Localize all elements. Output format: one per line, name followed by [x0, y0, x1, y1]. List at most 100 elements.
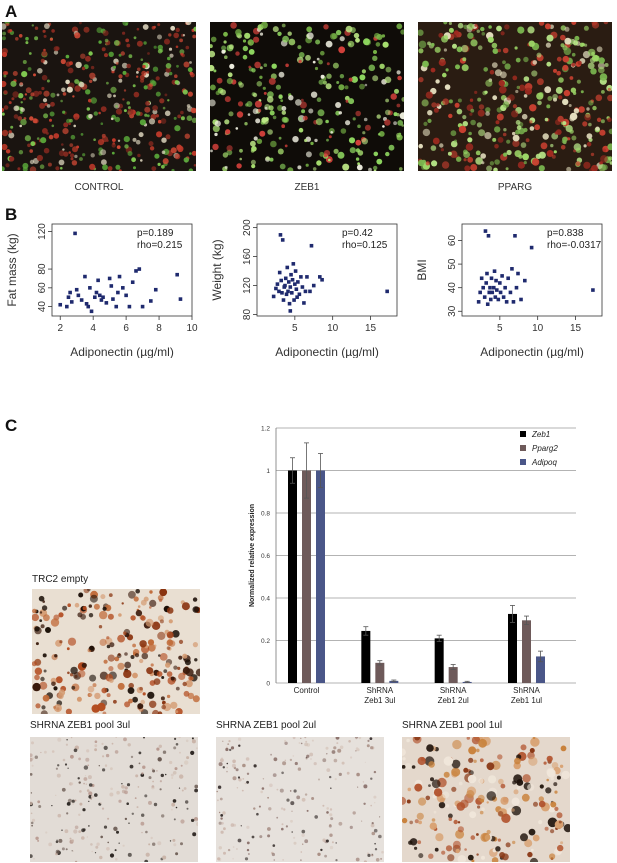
- stat-annotation: rho=0.215: [137, 240, 183, 251]
- scatter-point: [283, 283, 287, 288]
- stat-annotation: p=0.189: [137, 228, 174, 239]
- y-tick-label: 1: [266, 468, 270, 475]
- scatter-point: [492, 269, 497, 273]
- scatter-point: [503, 285, 507, 290]
- scatter-point: [305, 275, 309, 279]
- scatter-point: [283, 276, 288, 281]
- y-tick-label: 50: [447, 258, 458, 270]
- micrograph-shrna-pool-2ul: [216, 737, 384, 862]
- label-shrna-pool-2ul: SHRNA ZEB1 pool 2ul: [216, 720, 317, 731]
- category-label: Control: [294, 686, 320, 695]
- micrograph-shrna-pool-3ul: [30, 737, 198, 862]
- scatter-point: [483, 229, 488, 233]
- micrograph-shrna-pool-1ul: [402, 737, 570, 862]
- bar-chart-expression: 0 0.2 0.4 0.6 0.8 1 1.2 Normalized relative exp…: [249, 426, 576, 705]
- scatter-weight: 5 10 15 80 120 160 200 Adiponectin (µg/ml) Weigh…: [210, 219, 398, 358]
- scatter-point: [478, 290, 482, 295]
- y-tick-label: 40: [37, 301, 48, 313]
- scatter-point: [280, 291, 284, 295]
- x-tick-label: 10: [327, 323, 339, 334]
- x-tick-label: 5: [497, 323, 503, 334]
- scatter-point: [500, 274, 504, 278]
- scatter-point: [94, 290, 99, 295]
- scatter-point: [88, 286, 92, 290]
- micrograph-trc2-empty: [32, 589, 200, 714]
- label-shrna-pool-1ul: SHRNA ZEB1 pool 1ul: [402, 720, 503, 731]
- stat-annotation: p=0.838: [547, 228, 584, 239]
- y-axis-label: Fat mass (kg): [5, 233, 19, 306]
- scatter-point: [277, 270, 282, 275]
- scatter-point: [591, 288, 595, 292]
- scatter-point: [74, 287, 79, 292]
- x-tick-label: 8: [156, 323, 162, 334]
- scatter-point: [513, 233, 517, 238]
- category-label: Zeb1 3ul: [364, 696, 395, 705]
- scatter-fat-mass: 2 4 6 8 10 40 60 80 120 Adiponectin (µg/ml) Fat ma…: [5, 223, 198, 358]
- scatter-point: [79, 298, 84, 302]
- scatter-point: [278, 233, 283, 237]
- scatter-point: [320, 277, 324, 282]
- y-tick-label: 0.2: [261, 638, 270, 645]
- scatter-point: [134, 269, 138, 273]
- scatter-point: [121, 286, 125, 290]
- scatter-point: [510, 267, 514, 271]
- scatter-point: [66, 295, 71, 300]
- scatter-point: [284, 292, 289, 297]
- scatter-point: [514, 285, 519, 290]
- scatter-point: [116, 290, 120, 295]
- scatter-point: [281, 298, 286, 302]
- scatter-point: [504, 300, 509, 304]
- scatter-bmi: 5 10 15 30 40 50 60 Adiponectin (µg/ml) BMI p=0.8…: [415, 223, 603, 358]
- scatter-point: [308, 289, 312, 294]
- scatter-point: [318, 275, 322, 279]
- y-axis-label: BMI: [415, 259, 429, 280]
- legend-swatch: [520, 431, 526, 437]
- scatter-point: [58, 302, 63, 307]
- scatter-point: [149, 299, 153, 303]
- scatter-point: [476, 300, 481, 304]
- y-tick-label: 0.4: [261, 596, 270, 603]
- y-tick-label: 30: [447, 305, 458, 317]
- scatter-point: [496, 297, 501, 302]
- scatter-point: [479, 276, 484, 281]
- scatter-point: [488, 285, 492, 290]
- scatter-point: [489, 276, 494, 281]
- scatter-point: [482, 295, 487, 299]
- scatter-point: [127, 304, 132, 309]
- scatter-point: [114, 304, 119, 309]
- scatter-point: [86, 304, 91, 309]
- y-tick-label: 60: [37, 282, 48, 294]
- panel-letter-c: C: [5, 416, 18, 435]
- scatter-point: [73, 231, 77, 236]
- scatter-point: [117, 274, 122, 279]
- y-tick-label: 80: [37, 263, 48, 275]
- scatter-point: [294, 287, 299, 291]
- scatter-point: [485, 271, 489, 276]
- scatter-point: [291, 262, 296, 266]
- x-tick-label: 5: [292, 323, 298, 334]
- scatter-point: [104, 301, 109, 305]
- scatter-point: [84, 301, 89, 306]
- scatter-point: [175, 272, 179, 277]
- y-tick-label: 160: [242, 248, 253, 265]
- y-tick-label: 1.2: [261, 426, 270, 433]
- x-tick-label: 10: [532, 323, 544, 334]
- x-tick-label: 2: [57, 323, 63, 334]
- legend-label: Pparg2: [532, 444, 558, 453]
- scatter-point: [286, 280, 291, 284]
- scatter-point: [83, 274, 87, 279]
- scatter-point: [289, 272, 293, 277]
- scatter-point: [153, 287, 158, 292]
- scatter-point: [287, 301, 292, 306]
- scatter-point: [124, 293, 128, 298]
- y-tick-label: 0.8: [261, 511, 270, 518]
- scatter-point: [311, 283, 316, 288]
- scatter-point: [295, 295, 299, 299]
- scatter-point: [280, 238, 285, 242]
- scatter-point: [309, 243, 314, 248]
- scatter-point: [490, 290, 495, 295]
- bar: [508, 613, 517, 683]
- y-tick-label: 80: [242, 309, 253, 321]
- bar: [361, 630, 371, 683]
- y-tick-label: 40: [447, 282, 458, 294]
